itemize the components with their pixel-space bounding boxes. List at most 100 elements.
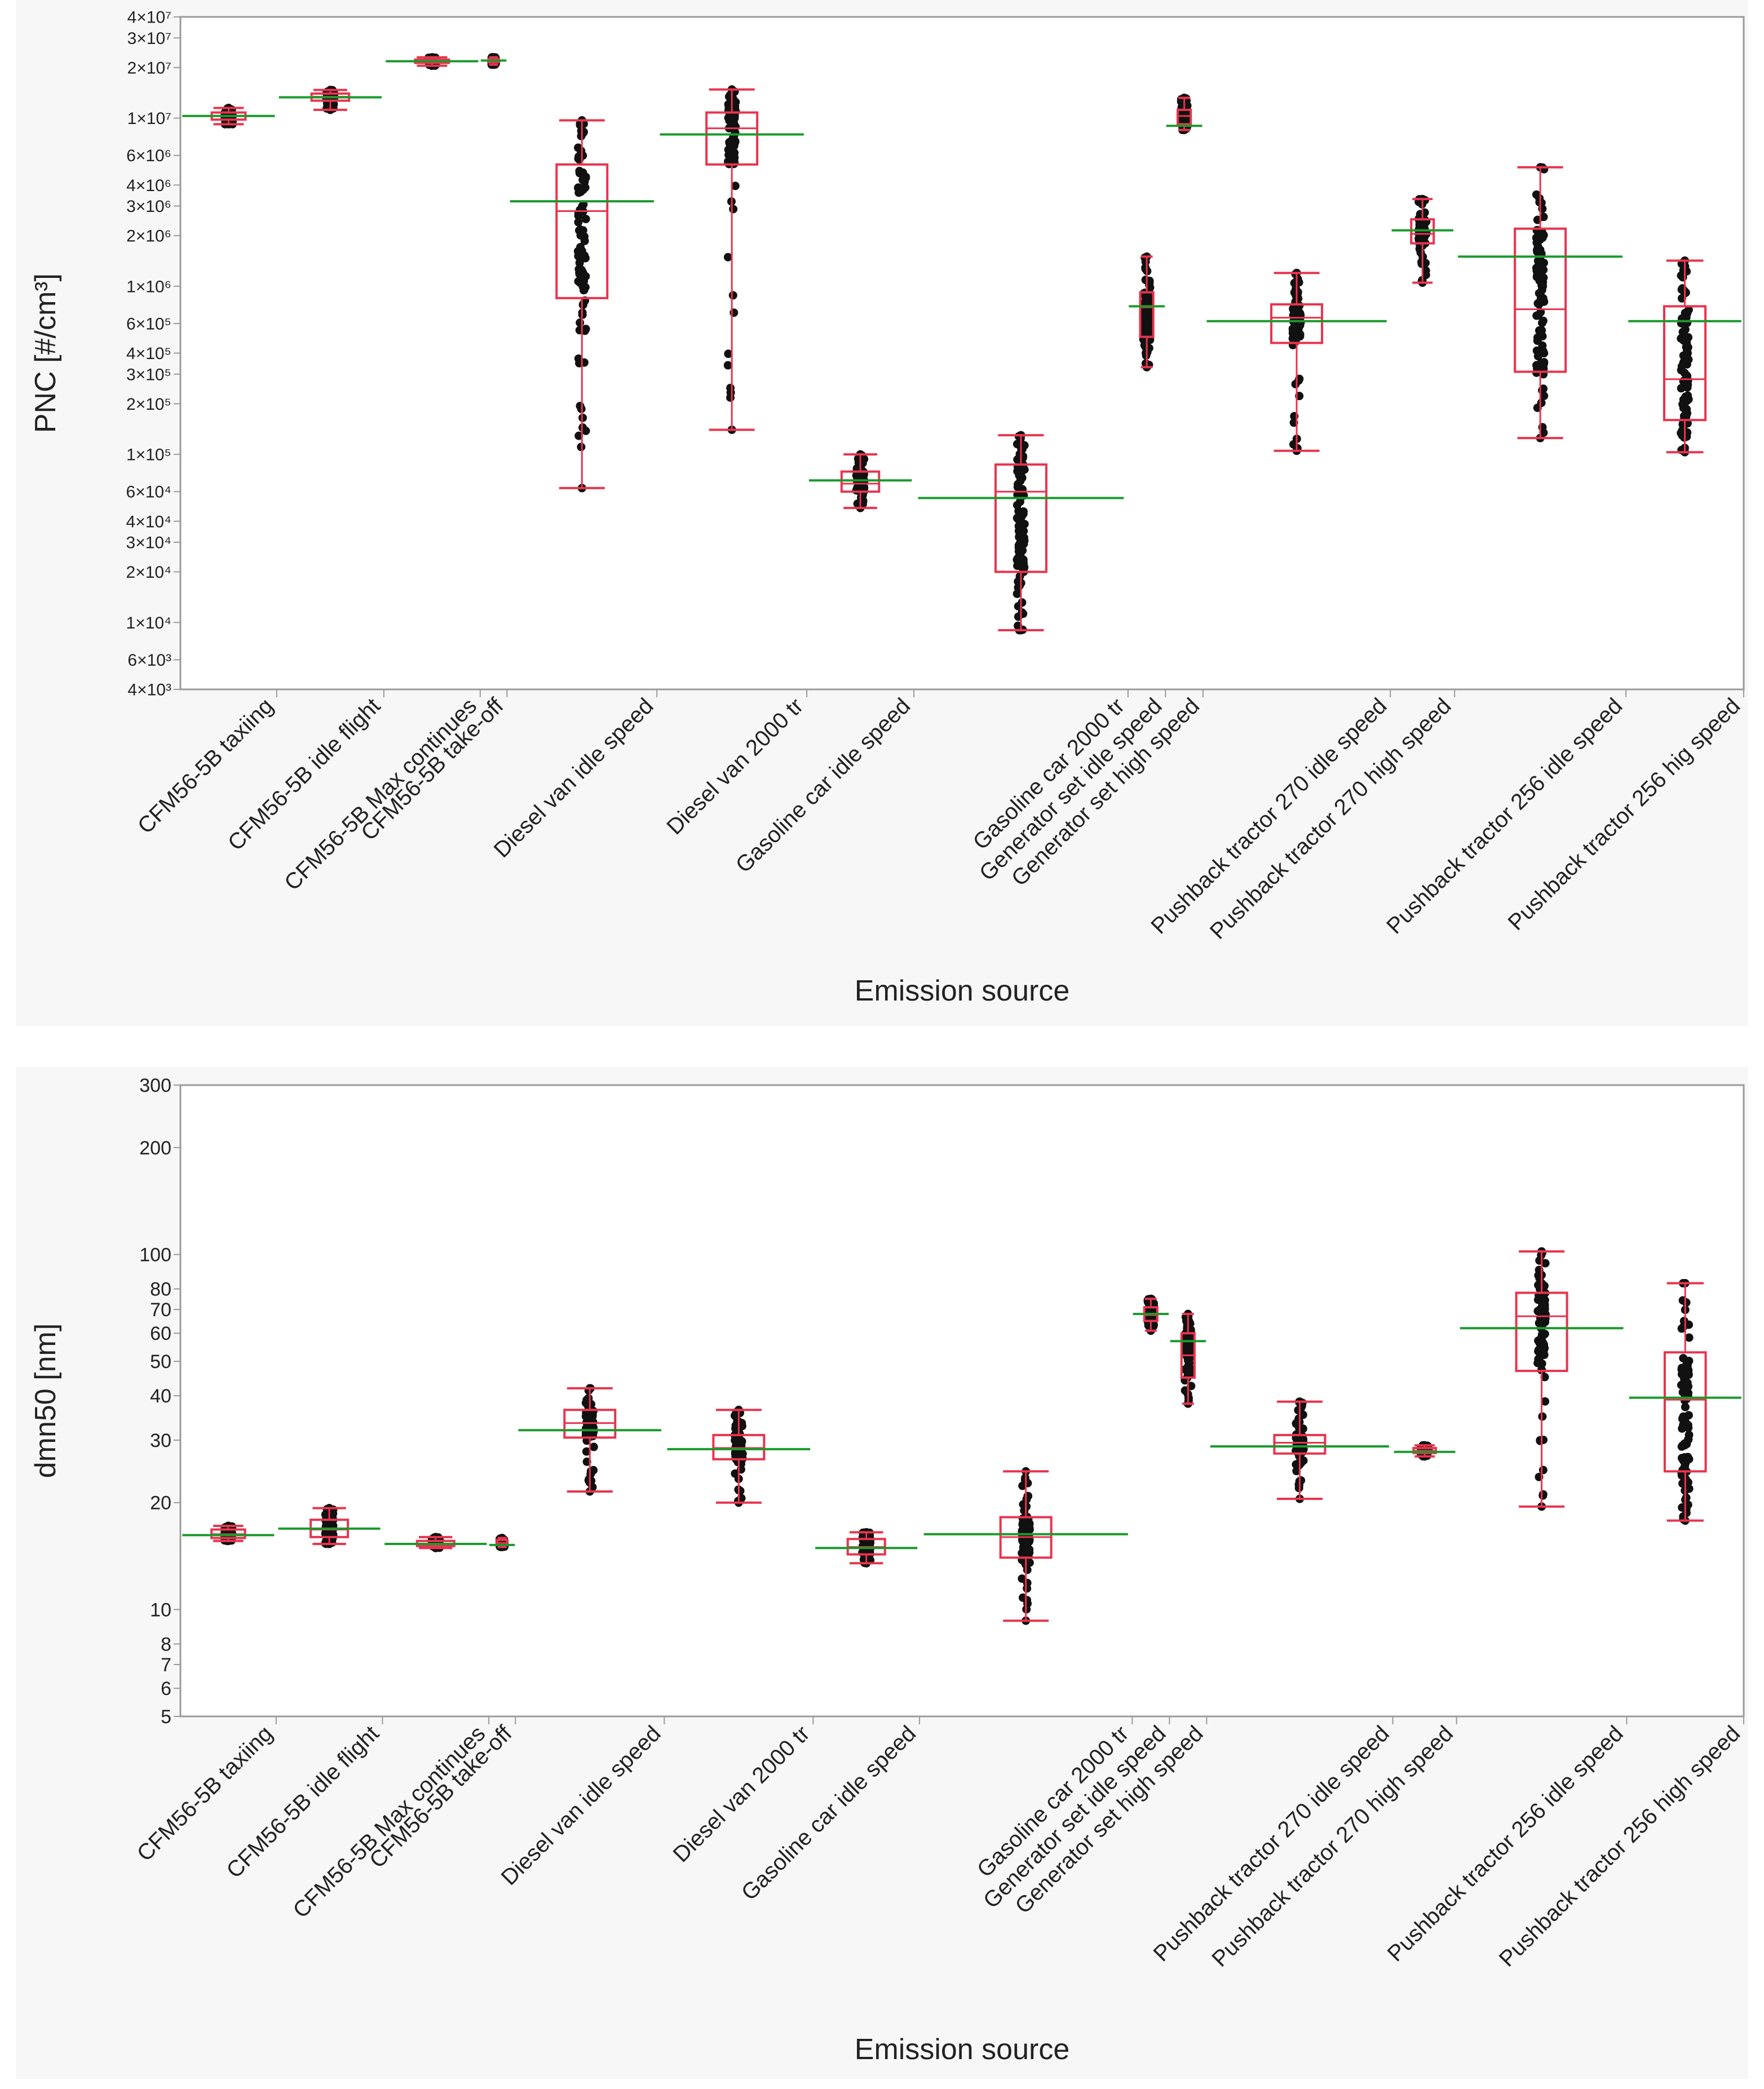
data-point bbox=[1685, 1484, 1694, 1493]
data-point bbox=[578, 175, 587, 184]
iqr-box bbox=[840, 470, 881, 493]
category-label: CFM56-5B Max continues bbox=[288, 1721, 490, 1923]
data-point bbox=[730, 308, 739, 317]
data-point bbox=[723, 253, 732, 262]
data-point bbox=[1681, 325, 1690, 334]
data-point bbox=[1297, 1437, 1306, 1446]
data-point bbox=[576, 242, 585, 251]
data-point bbox=[1540, 391, 1549, 400]
y-tick-label: 200 bbox=[139, 1138, 171, 1159]
category-label: CFM56-5B Max continues bbox=[280, 693, 481, 895]
category-label: Pushback tractor 256 high speed bbox=[1495, 1721, 1745, 1972]
data-point bbox=[728, 145, 737, 154]
y-tick-label: 6×10³ bbox=[127, 651, 171, 670]
data-point bbox=[1539, 384, 1548, 393]
category-label: CFM56-5B take-off bbox=[365, 1721, 517, 1873]
category-label: Gasoline car 2000 tr bbox=[968, 693, 1129, 855]
category-label: Diesel van idle speed bbox=[489, 693, 658, 862]
data-point bbox=[1534, 1355, 1543, 1364]
data-point bbox=[1293, 308, 1302, 317]
y-tick-label: 60 bbox=[150, 1323, 171, 1344]
y-tick-label: 6×10⁴ bbox=[126, 483, 171, 502]
y-tick-label: 3×10⁶ bbox=[126, 197, 171, 216]
data-point bbox=[731, 182, 740, 191]
data-point bbox=[1533, 299, 1542, 308]
iqr-box bbox=[994, 463, 1047, 573]
data-point bbox=[1013, 561, 1022, 570]
category-label: Gasoline car idle speed bbox=[737, 1721, 921, 1905]
data-point bbox=[1536, 1271, 1545, 1280]
data-point bbox=[736, 1439, 745, 1448]
data-point bbox=[1020, 536, 1029, 545]
data-point bbox=[1014, 521, 1023, 530]
y-tick-label: 3×10⁵ bbox=[126, 365, 171, 384]
y-tick-label: 4×10⁶ bbox=[126, 176, 171, 195]
data-point bbox=[574, 251, 583, 260]
y-tick-label: 4×10⁷ bbox=[127, 8, 171, 27]
data-point bbox=[1685, 1333, 1694, 1342]
iqr-box bbox=[1663, 1351, 1707, 1473]
data-point bbox=[1681, 1454, 1690, 1463]
data-point bbox=[726, 383, 735, 392]
data-points bbox=[573, 116, 590, 493]
data-point bbox=[1015, 450, 1024, 459]
pnc-box-plot: 4×10³ 6×10³ 1×10⁴ 2×10⁴ 3×10⁴ 4×10⁴ 6×10⁴ 1×10⁵… bbox=[29, 8, 1745, 1008]
data-point bbox=[1014, 547, 1023, 556]
data-point bbox=[578, 300, 587, 309]
data-point bbox=[1532, 190, 1541, 199]
data-point bbox=[1683, 396, 1692, 405]
data-point bbox=[1143, 317, 1152, 326]
x-axis-title: Emission source bbox=[855, 975, 1069, 1007]
iqr-box bbox=[1514, 227, 1567, 373]
data-point bbox=[574, 188, 583, 197]
iqr-box bbox=[705, 111, 759, 166]
y-tick-label: 1×10⁷ bbox=[127, 109, 171, 128]
y-tick-label: 100 bbox=[139, 1244, 171, 1265]
iqr-box bbox=[712, 1433, 766, 1460]
data-point bbox=[1187, 1382, 1196, 1391]
data-point bbox=[576, 318, 585, 327]
data-point bbox=[1013, 501, 1022, 510]
data-point bbox=[1538, 1466, 1548, 1475]
data-point bbox=[1016, 476, 1025, 485]
data-point bbox=[727, 136, 736, 145]
data-point bbox=[1683, 318, 1692, 327]
data-point bbox=[581, 215, 590, 224]
plot-area bbox=[179, 1084, 1745, 1718]
data-point bbox=[724, 349, 733, 359]
data-point bbox=[1682, 371, 1691, 380]
data-points bbox=[1013, 431, 1029, 635]
y-tick-label: 70 bbox=[150, 1299, 171, 1321]
data-point bbox=[574, 143, 583, 152]
y-tick-label: 300 bbox=[139, 1075, 171, 1096]
data-point bbox=[1532, 238, 1541, 247]
iqr-box bbox=[555, 163, 609, 299]
data-point bbox=[1146, 283, 1155, 292]
iqr-box bbox=[1515, 1291, 1568, 1373]
data-point bbox=[1536, 360, 1545, 369]
data-points bbox=[1288, 268, 1305, 455]
data-point bbox=[1677, 384, 1686, 393]
category-label: Diesel van idle speed bbox=[497, 1721, 666, 1890]
y-tick-label: 2×10⁴ bbox=[126, 563, 171, 582]
data-point bbox=[736, 1450, 745, 1459]
data-point bbox=[1685, 1320, 1694, 1329]
data-point bbox=[1025, 1558, 1034, 1567]
data-point bbox=[1018, 461, 1027, 470]
data-point bbox=[1536, 1436, 1545, 1445]
iqr-box bbox=[1270, 303, 1324, 344]
data-point bbox=[1684, 1423, 1693, 1432]
data-point bbox=[1538, 1302, 1547, 1311]
data-point bbox=[731, 1469, 740, 1478]
data-point bbox=[1683, 349, 1692, 358]
data-point bbox=[1677, 271, 1686, 280]
y-tick-label: 2×10⁷ bbox=[127, 59, 171, 77]
data-point bbox=[1536, 260, 1545, 269]
data-point bbox=[1682, 339, 1691, 348]
data-point bbox=[1535, 326, 1544, 335]
category-label: Gasoline car idle speed bbox=[731, 693, 916, 878]
data-point bbox=[574, 431, 583, 440]
y-tick-label: 2×10⁵ bbox=[126, 395, 171, 414]
category-label: Generator set idle speed bbox=[975, 693, 1167, 886]
